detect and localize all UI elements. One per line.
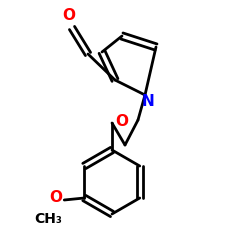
Text: N: N bbox=[142, 94, 154, 108]
Text: O: O bbox=[62, 8, 76, 23]
Text: O: O bbox=[116, 114, 128, 128]
Text: O: O bbox=[49, 190, 62, 206]
Text: CH₃: CH₃ bbox=[34, 212, 62, 226]
